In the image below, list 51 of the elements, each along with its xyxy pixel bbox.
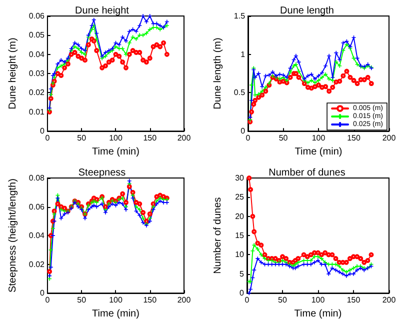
- y-tick-label: 0: [40, 288, 46, 298]
- y-tick-label: 0.05: [28, 30, 46, 40]
- x-tick-label: 200: [382, 134, 396, 143]
- x-tick-label: 150: [346, 296, 361, 305]
- x-tick-label: 100: [109, 296, 123, 305]
- y-tick-label: 0.08: [28, 174, 46, 182]
- x-tick-label: 100: [312, 134, 326, 143]
- y-tick-label: 0.02: [28, 260, 46, 269]
- chart-title: Dune length: [280, 6, 334, 16]
- x-tick-label: 50: [278, 296, 288, 305]
- chart-title: Number of dunes: [268, 168, 346, 178]
- x-tick-label: 50: [77, 296, 87, 305]
- y-tick-label: 0.06: [28, 12, 46, 20]
- x-tick-label: 150: [143, 296, 158, 305]
- y-tick-label: 20: [235, 212, 245, 221]
- y-tick-label: 30: [235, 174, 245, 182]
- y-tick-label: 0: [240, 126, 246, 136]
- y-tick-label: 0: [240, 288, 245, 298]
- x-tick-label: 200: [177, 296, 192, 305]
- x-tick-label: 150: [347, 134, 361, 143]
- y-axis-title: Dune length (m): [212, 38, 224, 110]
- y-tick-label: 0.04: [28, 231, 46, 240]
- y-tick-label: 0.03: [28, 69, 46, 78]
- x-tick-label: 100: [109, 134, 123, 143]
- x-tick-label: 200: [382, 296, 396, 305]
- x-axis-title: Time (min): [294, 308, 342, 320]
- x-tick-label: 50: [77, 134, 87, 143]
- y-tick-label: 0: [40, 126, 46, 136]
- chart-title: Dune height: [75, 6, 130, 16]
- y-tick-label: 15: [235, 231, 245, 240]
- x-axis-title: Time (min): [294, 146, 342, 158]
- y-tick-label: 0.02: [28, 88, 46, 98]
- y-tick-label: 10: [235, 250, 245, 260]
- y-tick-label: 5: [240, 269, 245, 278]
- y-axis-title: Steepness (height/length): [8, 178, 18, 293]
- y-tick-label: 0.01: [28, 107, 46, 116]
- x-tick-label: 200: [177, 134, 192, 143]
- y-tick-label: 0.04: [28, 50, 46, 59]
- y-axis-title: Dune height (m): [8, 38, 18, 110]
- x-axis-title: Time (min): [92, 146, 140, 158]
- y-tick-label: 1.5: [234, 12, 246, 20]
- x-tick-label: 150: [143, 134, 158, 143]
- x-axis-title: Time (min): [92, 308, 140, 320]
- y-axis-title: Number of dunes: [212, 197, 224, 274]
- y-tick-label: 1: [240, 50, 246, 59]
- chart-title: Steepness: [78, 168, 126, 178]
- y-tick-label: 25: [235, 192, 245, 202]
- y-tick-label: 0.06: [28, 202, 46, 212]
- x-tick-label: 100: [311, 296, 326, 305]
- x-tick-label: 50: [278, 134, 288, 143]
- y-tick-label: 0.5: [234, 88, 246, 98]
